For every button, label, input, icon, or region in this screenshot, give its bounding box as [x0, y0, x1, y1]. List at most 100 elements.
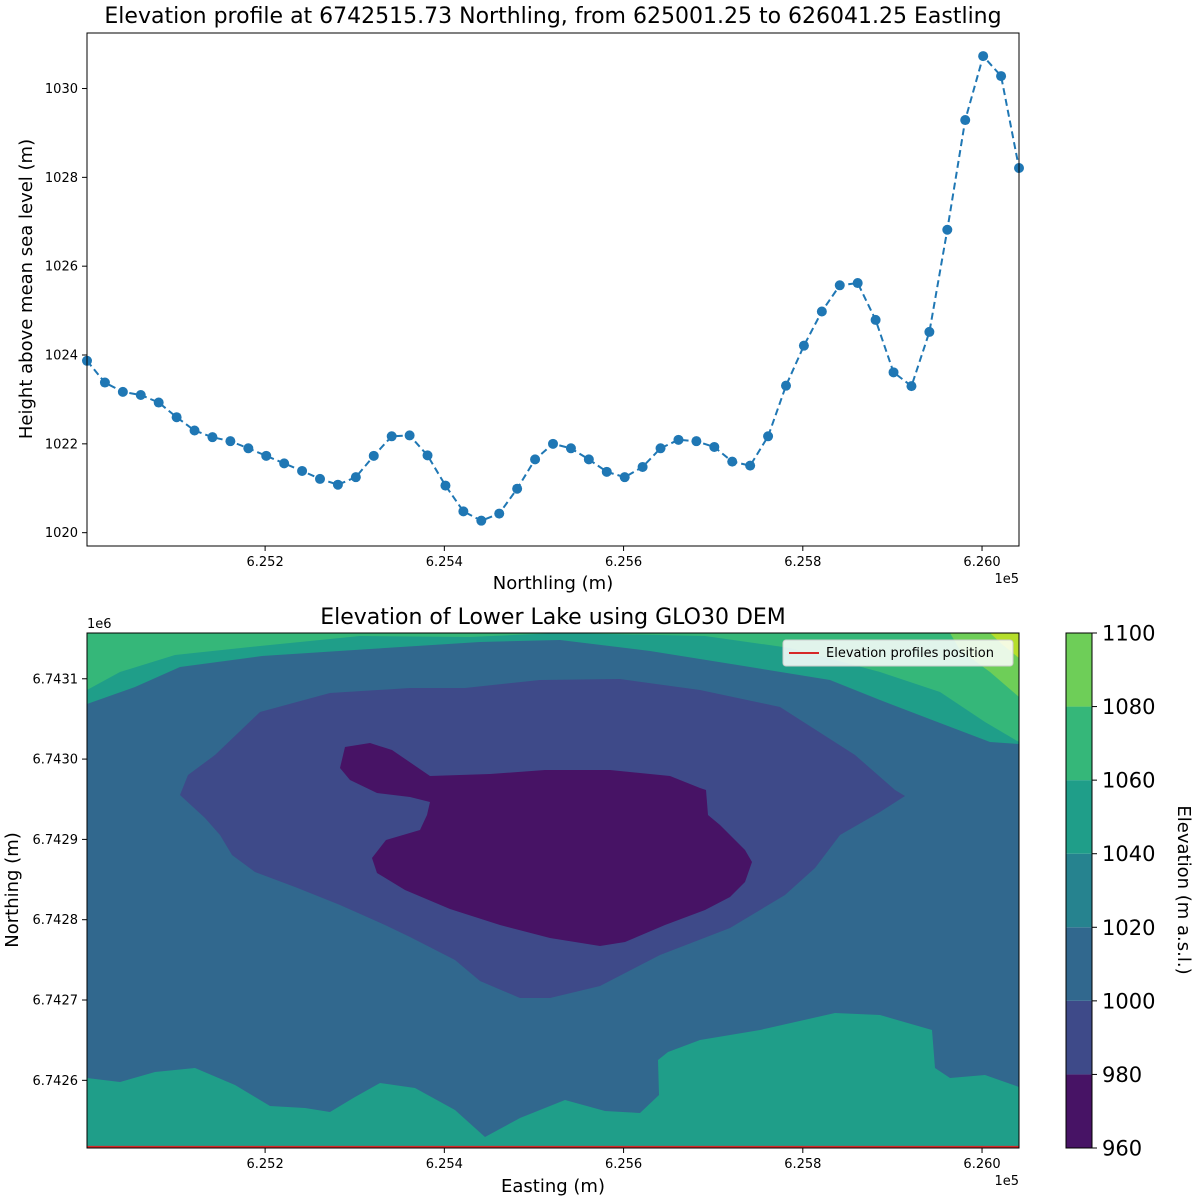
profile-plot-area: [86, 32, 1020, 547]
colorbar-segment: [1066, 853, 1092, 928]
profile-point: [691, 436, 702, 447]
profile-point: [888, 367, 899, 378]
profile-point: [225, 436, 236, 447]
colorbar-tick-label: 980: [1102, 1063, 1142, 1087]
profile-point: [243, 443, 254, 454]
profile-point: [440, 480, 451, 491]
profile-title: Elevation profile at 6742515.73 Northlin…: [104, 4, 1001, 29]
colorbar-tick-label: 1020: [1102, 916, 1155, 940]
contour-x-tick-label: 6.256: [605, 1157, 642, 1172]
profile-x-tick-label: 6.256: [605, 555, 642, 570]
profile-point: [834, 280, 845, 291]
profile-y-tick-label: 1026: [45, 260, 78, 275]
contour-y-ticks: 6.7426 6.7427 6.7428 6.7429 6.7430 6.7431: [33, 672, 87, 1089]
profile-point: [763, 431, 774, 442]
profile-point: [315, 473, 325, 484]
contour-y-offset: 1e6: [87, 617, 112, 632]
profile-point: [619, 472, 630, 483]
contour-y-tick-label: 6.7430: [33, 753, 79, 768]
profile-y-tick-label: 1028: [45, 171, 78, 186]
profile-point: [870, 314, 881, 325]
profile-point: [727, 456, 738, 467]
colorbar-tick-label: 960: [1102, 1137, 1142, 1161]
profile-point: [942, 224, 953, 235]
profile-point: [745, 460, 756, 471]
colorbar-segment: [1066, 927, 1092, 1001]
colorbar-tick-label: 1100: [1102, 622, 1155, 646]
profile-point: [422, 450, 433, 461]
profile-x-tick-label: 6.254: [426, 555, 463, 570]
profile-point: [171, 412, 182, 423]
profile-x-offset: 1e5: [994, 572, 1019, 587]
profile-point: [781, 380, 791, 391]
profile-point: [189, 425, 200, 436]
profile-point: [368, 450, 379, 461]
profile-point: [583, 454, 594, 465]
profile-point: [207, 432, 218, 443]
legend: Elevation profiles position: [782, 639, 1014, 667]
contour-x-ticks: 6.252 6.254 6.256 6.258 6.260: [247, 1148, 1001, 1172]
profile-point: [852, 278, 863, 289]
colorbar: 960 980 1000 1020 1040 1060 1080 1100: [1066, 622, 1155, 1161]
contour-band-960-980: [340, 743, 752, 946]
colorbar-tick-label: 1080: [1102, 695, 1155, 719]
contour-chart: Elevation of Lower Lake using GLO30 DEM …: [2, 605, 1194, 1197]
profile-point: [261, 450, 272, 461]
profile-x-axis-label: Northling (m): [493, 573, 613, 594]
profile-point: [117, 386, 128, 397]
profile-point: [816, 306, 827, 317]
colorbar-segment: [1066, 780, 1092, 854]
profile-x-ticks: 6.252 6.254 6.256 6.258 6.260: [247, 546, 1001, 570]
profile-point: [153, 397, 164, 408]
profile-point: [798, 340, 809, 351]
contour-x-tick-label: 6.260: [963, 1157, 1000, 1172]
profile-x-tick-label: 6.260: [963, 555, 1000, 570]
contour-y-tick-label: 6.7427: [33, 994, 79, 1009]
contour-y-axis-label: Northing (m): [2, 832, 23, 947]
legend-label: Elevation profiles position: [826, 646, 994, 661]
profile-point: [135, 389, 146, 400]
profile-point: [530, 454, 541, 465]
contour-x-tick-label: 6.252: [247, 1157, 284, 1172]
colorbar-label: Elevation (m a.s.l.): [1173, 805, 1194, 974]
profile-y-ticks: 1020 1022 1024 1026 1028 1030: [45, 82, 87, 541]
profile-point: [458, 506, 469, 517]
profile-point: [709, 441, 720, 452]
colorbar-tick-label: 1040: [1102, 842, 1155, 866]
profile-x-tick-label: 6.258: [784, 555, 821, 570]
profile-y-tick-label: 1024: [45, 349, 78, 364]
profile-point: [960, 115, 971, 126]
profile-point: [297, 465, 308, 476]
profile-point: [924, 326, 935, 337]
profile-point: [99, 377, 110, 388]
contour-x-offset: 1e5: [994, 1174, 1019, 1189]
colorbar-segment: [1066, 633, 1092, 707]
profile-point: [350, 472, 361, 483]
profile-markers: [82, 51, 1024, 526]
contour-title: Elevation of Lower Lake using GLO30 DEM: [320, 605, 786, 630]
colorbar-segment: [1066, 1000, 1092, 1075]
profile-point: [494, 508, 505, 519]
profile-chart: Elevation profile at 6742515.73 Northlin…: [16, 4, 1024, 594]
colorbar-segment: [1066, 1074, 1092, 1148]
profile-point: [476, 515, 487, 526]
profile-point: [673, 434, 684, 445]
contour-y-tick-label: 6.7429: [33, 833, 79, 848]
contour-x-axis-label: Easting (m): [501, 1176, 605, 1197]
profile-point: [332, 479, 343, 490]
profile-point: [386, 431, 397, 442]
profile-y-tick-label: 1030: [45, 82, 78, 97]
profile-y-tick-label: 1020: [45, 526, 78, 541]
profile-point: [996, 71, 1007, 82]
colorbar-tick-label: 1060: [1102, 769, 1155, 793]
contour-x-tick-label: 6.258: [784, 1157, 821, 1172]
legend-box: [782, 639, 1014, 667]
contour-y-tick-label: 6.7428: [33, 913, 79, 928]
profile-x-tick-label: 6.252: [247, 555, 284, 570]
profile-point: [548, 438, 558, 449]
contour-plot-area: [87, 633, 1019, 1148]
profile-point: [512, 483, 523, 494]
contour-y-tick-label: 6.7431: [33, 672, 79, 687]
profile-point: [279, 458, 290, 469]
